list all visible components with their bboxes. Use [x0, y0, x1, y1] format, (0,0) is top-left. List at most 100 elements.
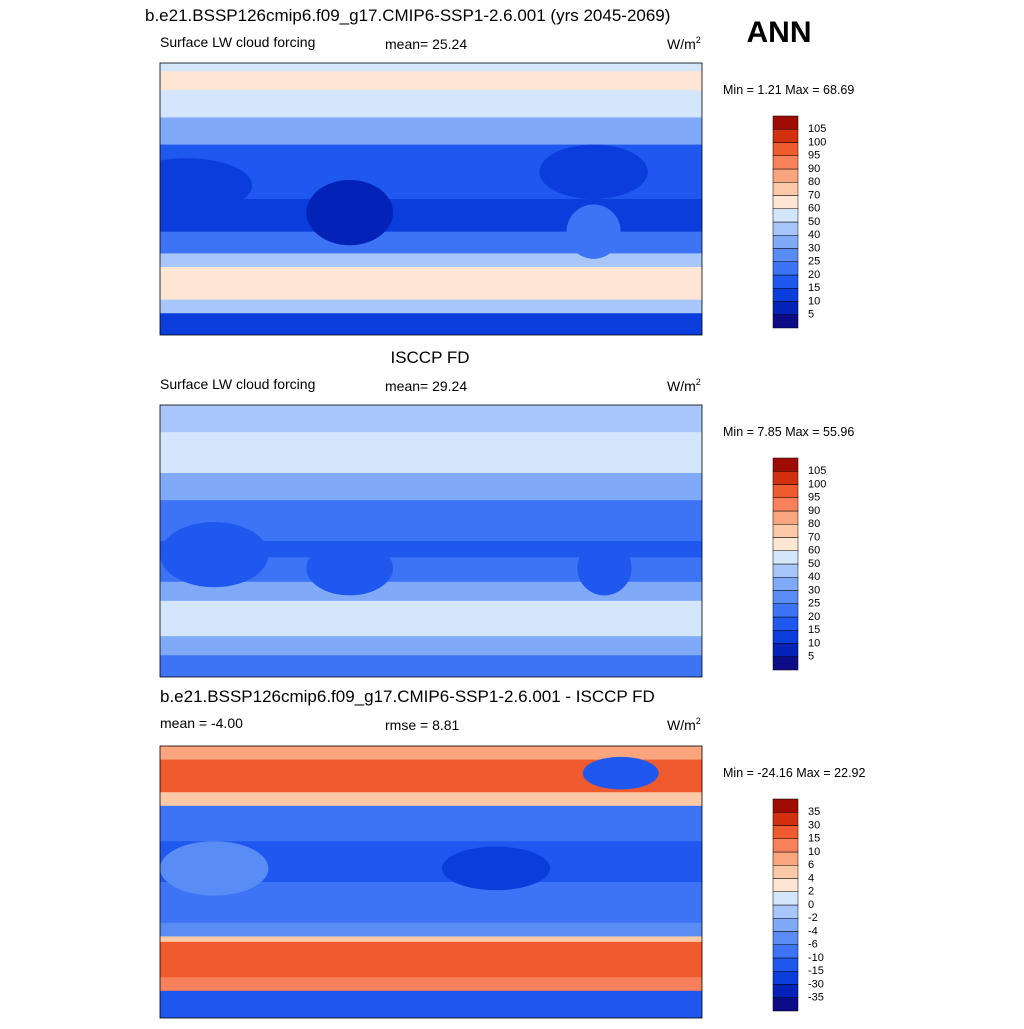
colorbar-label: 70	[808, 531, 820, 543]
colorbar-box	[772, 918, 799, 932]
units-sup: 2	[696, 377, 701, 387]
colorbar-label: 10	[808, 637, 820, 649]
map-frame	[159, 745, 703, 1019]
colorbar-label: -35	[808, 992, 824, 1004]
colorbar-label: 60	[808, 545, 820, 557]
colorbar-box	[772, 288, 799, 302]
colorbar-box	[772, 274, 799, 289]
panel-title: b.e21.BSSP126cmip6.f09_g17.CMIP6-SSP1-2.…	[145, 6, 670, 25]
center-label: mean= 29.24	[385, 378, 467, 394]
colorbar-label: 25	[808, 256, 820, 268]
colorbar-label: 95	[808, 150, 820, 162]
center-label: mean= 25.24	[385, 36, 467, 52]
colorbar-box	[772, 851, 799, 866]
colorbar-label: 60	[808, 203, 820, 215]
panel-title: ISCCP FD	[390, 348, 469, 367]
center-label: rmse = 8.81	[385, 717, 460, 733]
colorbar-label: 40	[808, 571, 820, 583]
colorbar-box	[772, 577, 799, 591]
map-frame	[159, 62, 703, 336]
colorbar-label: 35	[808, 806, 820, 818]
map-band	[160, 267, 702, 301]
colorbar-box	[772, 603, 799, 618]
colorbar-box	[772, 129, 799, 143]
map-region	[306, 541, 394, 596]
colorbar-label: 95	[808, 492, 820, 504]
colorbar-box	[772, 208, 799, 223]
map	[160, 405, 702, 677]
units-sup: 2	[696, 35, 701, 45]
colorbar-label: 80	[808, 176, 820, 188]
map-band	[160, 941, 702, 978]
map-region	[306, 179, 394, 246]
colorbar-box	[772, 142, 799, 156]
colorbar-box	[772, 971, 799, 985]
map-band	[160, 936, 702, 943]
colorbar-label: 2	[808, 886, 814, 898]
map-region	[160, 841, 269, 896]
colorbar-label: 50	[808, 558, 820, 570]
map-band	[160, 541, 702, 558]
map-band	[160, 792, 702, 807]
map-band	[160, 432, 702, 474]
colorbar-box	[772, 115, 799, 130]
map-band	[160, 231, 702, 254]
colorbar-label: 10	[808, 846, 820, 858]
colorbar-box	[772, 497, 799, 512]
colorbar-label: 10	[808, 295, 820, 307]
colorbar-label: 4	[808, 872, 814, 884]
colorbar-label: 30	[808, 242, 820, 254]
colorbar-box	[772, 944, 799, 959]
map-band	[160, 63, 702, 72]
map-band	[160, 473, 702, 501]
map-band	[160, 117, 702, 146]
colorbar-label: 90	[808, 505, 820, 517]
colorbar-box	[772, 195, 799, 209]
colorbar-box	[772, 457, 799, 472]
colorbar-label: 0	[808, 899, 814, 911]
colorbar-label: 5	[808, 309, 814, 321]
colorbar-box	[772, 235, 799, 249]
colorbar-label: 15	[808, 833, 820, 845]
map	[160, 63, 702, 335]
colorbar-box	[772, 550, 799, 565]
map-region	[577, 541, 632, 596]
colorbar-box	[772, 838, 799, 853]
map-band	[160, 581, 702, 602]
map-band	[160, 90, 702, 118]
map	[160, 746, 702, 1018]
map-band	[160, 882, 702, 924]
colorbar-box	[772, 484, 799, 498]
units: W/m2	[667, 377, 701, 394]
colorbar-label: 30	[808, 819, 820, 831]
map-band	[160, 922, 702, 937]
min-max: Min = 7.85 Max = 55.96	[723, 425, 854, 439]
map-region	[582, 756, 659, 790]
panel-title: b.e21.BSSP126cmip6.f09_g17.CMIP6-SSP1-2.…	[160, 687, 655, 706]
colorbar-box	[772, 630, 799, 644]
map-region	[160, 158, 253, 213]
map-region	[160, 521, 269, 588]
colorbar-box	[772, 261, 799, 276]
colorbar-box	[772, 825, 799, 839]
colorbar-label: 70	[808, 189, 820, 201]
colorbar-label: -4	[808, 925, 818, 937]
map-band	[160, 71, 702, 91]
map-region	[539, 144, 648, 199]
colorbar-box	[772, 155, 799, 170]
colorbar-box	[772, 891, 799, 906]
colorbar-label: 20	[808, 611, 820, 623]
left-label: mean = -4.00	[160, 715, 243, 731]
colorbar-label: -30	[808, 978, 824, 990]
colorbar-label: 100	[808, 478, 826, 490]
colorbar-label: 80	[808, 518, 820, 530]
colorbar-box	[772, 865, 799, 879]
map-region	[441, 846, 551, 891]
colorbar-box	[772, 182, 799, 196]
left-label: Surface LW cloud forcing	[160, 376, 315, 392]
colorbar-label: -15	[808, 965, 824, 977]
colorbar-box	[772, 168, 799, 183]
map-band	[160, 253, 702, 268]
map-band	[160, 746, 702, 761]
colorbar-label: 20	[808, 269, 820, 281]
